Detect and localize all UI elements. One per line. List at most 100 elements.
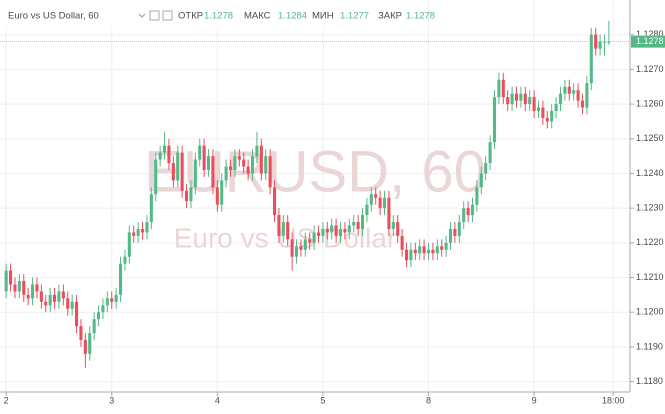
candle-body bbox=[510, 93, 514, 105]
candle-body bbox=[53, 294, 57, 302]
candle-body bbox=[154, 159, 158, 195]
candle-body bbox=[48, 294, 52, 306]
candle-body bbox=[479, 173, 483, 188]
header-bg bbox=[0, 0, 390, 30]
candle-body bbox=[39, 291, 43, 302]
candle-body bbox=[519, 93, 523, 101]
candle-body bbox=[488, 142, 492, 164]
candle-body bbox=[325, 228, 329, 233]
candle-body bbox=[202, 145, 206, 170]
candle-body bbox=[580, 100, 585, 108]
candle-body bbox=[567, 86, 571, 94]
candle-body bbox=[554, 104, 558, 112]
candle-body bbox=[492, 97, 497, 143]
candle-body bbox=[119, 263, 123, 295]
candle-body bbox=[422, 246, 426, 254]
candle-body bbox=[343, 228, 347, 233]
candle-body bbox=[523, 93, 527, 105]
candle-body bbox=[558, 93, 563, 105]
candle-body bbox=[127, 232, 131, 257]
candle-body bbox=[532, 97, 536, 112]
y-tick-label: 1.1250 bbox=[636, 133, 664, 143]
candle-body bbox=[316, 232, 321, 236]
candle-body bbox=[352, 222, 356, 226]
candle-body bbox=[246, 166, 250, 174]
candle-body bbox=[457, 222, 461, 236]
candle-body bbox=[44, 301, 48, 306]
icon-button[interactable] bbox=[149, 10, 160, 21]
candle-body bbox=[536, 107, 541, 112]
candle-body bbox=[382, 197, 387, 209]
candle-body bbox=[378, 197, 382, 209]
y-tick-label: 1.1200 bbox=[636, 307, 664, 317]
candles bbox=[4, 20, 611, 368]
candle-body bbox=[576, 90, 580, 101]
candle-body bbox=[440, 246, 444, 250]
candle-body bbox=[17, 280, 21, 292]
candle-body bbox=[294, 246, 299, 257]
candle-body bbox=[356, 222, 360, 229]
candle-body bbox=[404, 249, 409, 261]
candle-body bbox=[136, 228, 140, 236]
candle-body bbox=[286, 222, 290, 240]
x-tick-label: 2 bbox=[4, 395, 9, 405]
last-price-label: 1.1278 bbox=[636, 36, 664, 46]
candle-body bbox=[347, 225, 351, 233]
icon-button[interactable] bbox=[162, 10, 173, 21]
y-tick-label: 1.1190 bbox=[636, 341, 663, 351]
x-tick-label: 4 bbox=[215, 395, 220, 405]
candle-body bbox=[83, 339, 87, 354]
candle-body bbox=[589, 34, 593, 84]
candle-body bbox=[435, 246, 439, 254]
candle-body bbox=[550, 111, 554, 122]
candle-body bbox=[70, 301, 74, 309]
candle-body bbox=[369, 194, 373, 205]
low-value: 1.1277 bbox=[340, 11, 369, 22]
candle-body bbox=[431, 249, 435, 254]
candle-body bbox=[162, 145, 167, 153]
candle-body bbox=[26, 294, 30, 299]
candle-body bbox=[338, 228, 343, 236]
candle-body bbox=[22, 280, 26, 295]
candle-body bbox=[9, 270, 13, 285]
candle-body bbox=[220, 180, 224, 205]
candle-body bbox=[193, 159, 197, 188]
candle-body bbox=[88, 333, 92, 354]
candle-body bbox=[189, 187, 193, 202]
candle-body bbox=[334, 225, 338, 236]
y-tick-label: 1.1270 bbox=[636, 64, 664, 74]
candle-body bbox=[13, 284, 17, 292]
candle-body bbox=[66, 298, 70, 309]
candle-body bbox=[572, 90, 576, 94]
candle-body bbox=[132, 232, 136, 236]
candle-body bbox=[180, 152, 184, 191]
candle-body bbox=[444, 242, 448, 250]
candle-body bbox=[374, 194, 378, 198]
candle-body bbox=[497, 79, 501, 98]
candle-body bbox=[545, 117, 549, 122]
candle-body bbox=[453, 228, 457, 236]
high-value: 1.1284 bbox=[278, 11, 307, 22]
candle-body bbox=[97, 312, 101, 320]
candle-body bbox=[330, 225, 334, 233]
candle-body bbox=[272, 187, 277, 216]
candle-body bbox=[448, 228, 453, 243]
dropdown-icon[interactable] bbox=[138, 13, 146, 18]
candle-body bbox=[198, 145, 202, 160]
candle-body bbox=[391, 222, 395, 229]
candle-body bbox=[145, 222, 149, 233]
candle-body bbox=[400, 235, 404, 250]
candle-body bbox=[594, 34, 598, 49]
candle-body bbox=[598, 41, 602, 49]
candle-body bbox=[228, 166, 233, 170]
candle-body bbox=[92, 319, 96, 334]
candle-body bbox=[321, 228, 325, 236]
y-tick-label: 1.1180 bbox=[636, 376, 663, 386]
chart-title[interactable]: Euro vs US Dollar, 60 bbox=[8, 11, 99, 22]
y-tick-label: 1.1280 bbox=[636, 29, 664, 39]
candle-body bbox=[602, 41, 607, 43]
candle-body bbox=[242, 159, 246, 167]
x-tick-label: 18:00 bbox=[602, 395, 625, 405]
candle-body bbox=[149, 194, 153, 223]
candle-body bbox=[541, 107, 545, 118]
